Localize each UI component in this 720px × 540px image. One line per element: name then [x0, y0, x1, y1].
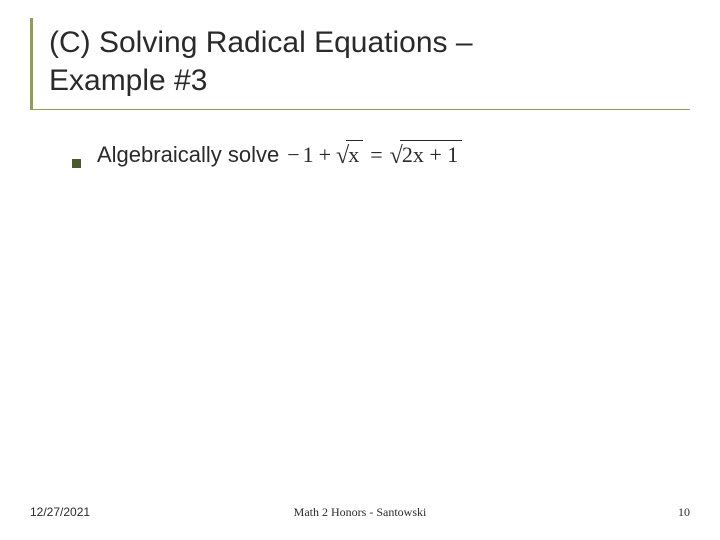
radical-sign-1: √ — [336, 143, 349, 170]
footer-date: 12/27/2021 — [30, 505, 90, 519]
bullet-row: Algebraically solve − 1 + √ x = √ 2x + 1 — [30, 140, 690, 170]
eq-minus: − — [287, 142, 299, 168]
bullet-text: Algebraically solve — [97, 142, 279, 168]
radicand-2: 2x + 1 — [400, 140, 462, 170]
title-line-2: Example #3 — [49, 62, 690, 100]
footer: 12/27/2021 Math 2 Honors - Santowski 10 — [30, 505, 690, 520]
title-line-1: (C) Solving Radical Equations – — [49, 24, 690, 62]
eq-equals: = — [370, 142, 382, 168]
radical-sign-2: √ — [390, 143, 403, 170]
eq-plus: + — [319, 142, 331, 168]
bullet-content: Algebraically solve − 1 + √ x = √ 2x + 1 — [97, 140, 462, 170]
bullet-marker — [72, 159, 81, 168]
eq-one: 1 — [303, 142, 314, 168]
equation: − 1 + √ x = √ 2x + 1 — [287, 140, 462, 170]
footer-page: 10 — [678, 505, 690, 520]
title-area: (C) Solving Radical Equations – Example … — [30, 18, 690, 110]
slide-container: (C) Solving Radical Equations – Example … — [0, 0, 720, 540]
radical-2: √ 2x + 1 — [390, 140, 463, 170]
footer-center: Math 2 Honors - Santowski — [294, 505, 427, 520]
radical-1: √ x — [336, 140, 363, 170]
